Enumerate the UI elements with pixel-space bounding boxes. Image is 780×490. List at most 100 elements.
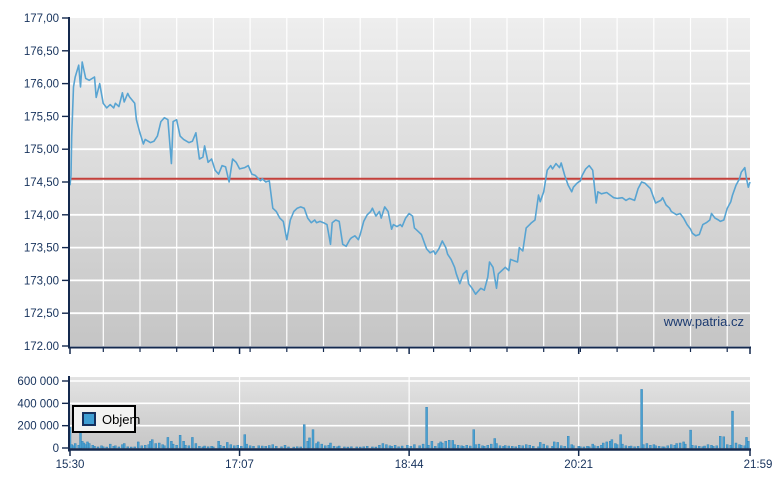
volume-bar bbox=[451, 440, 454, 449]
volume-bar bbox=[504, 445, 507, 449]
volume-bar bbox=[133, 446, 136, 449]
volume-bar bbox=[582, 446, 586, 449]
volume-bar bbox=[157, 442, 161, 449]
volume-bar bbox=[734, 442, 738, 449]
volume-bar bbox=[670, 444, 673, 449]
volume-bar bbox=[101, 446, 105, 449]
volume-bar bbox=[563, 446, 566, 449]
volume-bar bbox=[409, 446, 413, 449]
volume-bar bbox=[462, 446, 465, 449]
volume-bar bbox=[532, 446, 535, 449]
volume-bar bbox=[684, 443, 687, 449]
volume-bar bbox=[150, 439, 154, 449]
price-y-tick-label: 172.00 bbox=[24, 341, 59, 353]
volume-bar bbox=[175, 445, 178, 449]
volume-axes bbox=[68, 376, 751, 456]
volume-bar bbox=[706, 444, 710, 449]
volume-bar bbox=[624, 445, 628, 449]
volume-bar bbox=[385, 444, 388, 449]
volume-bar bbox=[108, 443, 112, 449]
volume-bar bbox=[722, 436, 725, 449]
volume-bar bbox=[691, 445, 694, 449]
volume-bar bbox=[610, 439, 614, 449]
volume-bar bbox=[465, 445, 468, 449]
volume-bar bbox=[596, 446, 600, 449]
volume-bar bbox=[740, 445, 743, 449]
volume-bar bbox=[546, 445, 549, 449]
volume-bar bbox=[542, 443, 545, 449]
volume-bar bbox=[556, 442, 559, 449]
volume-bar bbox=[126, 446, 129, 449]
volume-bar bbox=[593, 445, 596, 449]
volume-bar bbox=[257, 445, 260, 449]
volume-bar bbox=[605, 441, 608, 449]
volume-bar bbox=[642, 444, 645, 449]
volume-bar bbox=[308, 437, 311, 449]
volume-y-tick-label: 200 000 bbox=[17, 421, 59, 433]
volume-bar bbox=[320, 443, 323, 449]
volume-bar bbox=[629, 445, 633, 449]
volume-bar bbox=[615, 444, 619, 449]
volume-bar bbox=[374, 446, 378, 449]
volume-bar bbox=[212, 446, 215, 449]
volume-bar bbox=[178, 435, 182, 449]
main-axes bbox=[68, 17, 751, 354]
volume-bar bbox=[406, 445, 409, 449]
volume-bar bbox=[140, 445, 143, 449]
volume-bar bbox=[154, 443, 157, 449]
volume-bar bbox=[678, 442, 682, 449]
volume-bar bbox=[654, 445, 657, 449]
volume-legend-swatch-icon bbox=[82, 412, 96, 426]
volume-bar bbox=[675, 443, 678, 449]
volume-y-tick-label: 600 000 bbox=[17, 376, 59, 388]
volume-bar bbox=[252, 446, 255, 449]
volume-bar bbox=[645, 443, 649, 449]
price-y-tick-label: 172,50 bbox=[24, 308, 59, 320]
volume-bar bbox=[338, 445, 341, 449]
time-tick-label: 17:07 bbox=[225, 459, 254, 471]
volume-bar bbox=[498, 445, 502, 449]
volume-bar bbox=[283, 445, 287, 449]
volume-bar bbox=[602, 442, 605, 449]
price-y-tick-label: 175,00 bbox=[24, 144, 59, 156]
time-tick-label: 18:44 bbox=[395, 459, 424, 471]
volume-bar bbox=[93, 446, 96, 449]
patria-watermark-link[interactable]: www.patria.cz bbox=[663, 314, 744, 329]
price-y-tick-label: 173,00 bbox=[24, 275, 59, 287]
volume-bar bbox=[303, 424, 306, 449]
volume-bar bbox=[567, 436, 570, 449]
volume-bar bbox=[441, 442, 444, 449]
volume-bar bbox=[539, 442, 542, 449]
price-y-tick-label: 174,50 bbox=[24, 177, 59, 189]
volume-bar bbox=[105, 446, 108, 449]
time-tick-label: 21:59 bbox=[744, 459, 773, 471]
volume-bar bbox=[329, 442, 332, 449]
volume-bar bbox=[572, 445, 575, 449]
price-line bbox=[69, 61, 751, 296]
volume-bar bbox=[469, 445, 472, 449]
volume-bar bbox=[184, 445, 187, 449]
volume-y-tick-label: 0 bbox=[53, 443, 59, 455]
volume-bar bbox=[229, 444, 233, 449]
volume-bar bbox=[434, 446, 437, 449]
volume-bar bbox=[163, 445, 166, 449]
volume-bar bbox=[425, 407, 428, 449]
volume-bar bbox=[472, 429, 475, 449]
volume-bar bbox=[296, 446, 299, 449]
volume-bar bbox=[528, 445, 531, 449]
volume-bar bbox=[324, 445, 327, 449]
volume-bar bbox=[553, 441, 556, 449]
volume-bar bbox=[703, 445, 706, 449]
volume-plot-area bbox=[70, 377, 750, 449]
volume-legend: Objem bbox=[72, 405, 140, 433]
volume-bar bbox=[427, 445, 430, 449]
time-axis-labels: 15:30 17:07 18:44 20:21 21:59 bbox=[56, 459, 773, 471]
volume-bar bbox=[747, 441, 750, 449]
volume-bar bbox=[194, 443, 198, 449]
volume-bar bbox=[521, 445, 524, 449]
volume-bar bbox=[206, 446, 210, 449]
volume-bar bbox=[477, 443, 481, 449]
volume-gridlines bbox=[70, 377, 750, 448]
volume-bar bbox=[518, 445, 521, 449]
